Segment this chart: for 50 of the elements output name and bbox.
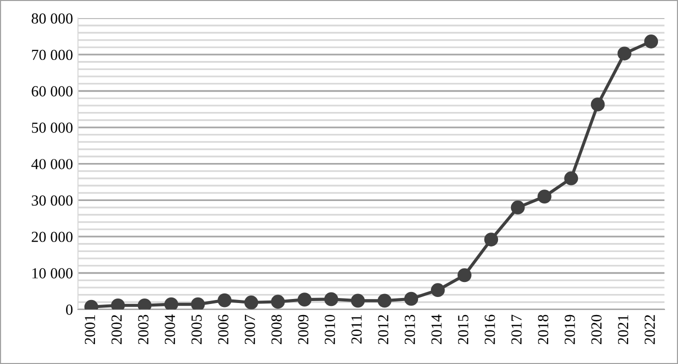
- point: [350, 294, 365, 308]
- x-tick-label: 2003: [138, 314, 148, 344]
- x-tick-label: 2001: [84, 315, 96, 344]
- x-tick-label: 2016: [484, 314, 495, 344]
- x-tick-label: 2014: [431, 314, 442, 344]
- point: [270, 294, 285, 309]
- y-tick-label: 60 000: [32, 86, 73, 96]
- point: [538, 190, 552, 204]
- point: [510, 200, 525, 214]
- point: [484, 232, 498, 246]
- x-tick-label: 2002: [111, 315, 122, 344]
- x-tick-label: 2022: [644, 315, 655, 344]
- point: [644, 34, 658, 48]
- x-tick-label: 2011: [351, 315, 362, 344]
- point: [324, 292, 338, 306]
- y-tick-label: 10 000: [32, 268, 73, 278]
- x-tick-label: 2008: [271, 314, 282, 344]
- x-tick-label: 2012: [378, 315, 388, 344]
- point: [190, 297, 205, 310]
- x-tick-label: 2007: [244, 314, 256, 344]
- x-tick-label: 2019: [564, 314, 575, 344]
- x-tick-label: 2018: [538, 314, 548, 344]
- point: [404, 292, 418, 306]
- x-tick-label: 2005: [191, 314, 202, 344]
- x-tick-label: 2004: [164, 314, 176, 344]
- y-tick-label: 20 000: [32, 232, 73, 242]
- x-tick-label: 2010: [324, 314, 336, 344]
- x-tick-label: 2017: [511, 314, 522, 344]
- x-tick-label: 2015: [458, 314, 468, 344]
- point: [564, 171, 578, 186]
- y-tick-label: 40 000: [31, 158, 73, 170]
- y-tick-label: 0: [66, 304, 73, 315]
- x-tick-label: 2013: [404, 314, 416, 344]
- point: [298, 292, 312, 307]
- point: [244, 296, 258, 310]
- x-tick-label: 2009: [298, 314, 308, 344]
- point: [458, 268, 472, 282]
- point: [164, 297, 178, 310]
- point: [430, 283, 445, 298]
- y-tick-label: 30 000: [32, 195, 73, 206]
- x-tick-label: 2006: [218, 314, 228, 344]
- x-tick-label: 2021: [618, 315, 628, 344]
- y-tick-label: 50 000: [32, 122, 73, 133]
- point: [618, 46, 632, 60]
- x-tick-label: 2020: [591, 314, 602, 344]
- point: [590, 98, 605, 112]
- y-tick-label: 70 000: [32, 50, 73, 60]
- point: [378, 294, 392, 308]
- y-tick-label: 80 000: [32, 13, 73, 24]
- point: [218, 293, 232, 308]
